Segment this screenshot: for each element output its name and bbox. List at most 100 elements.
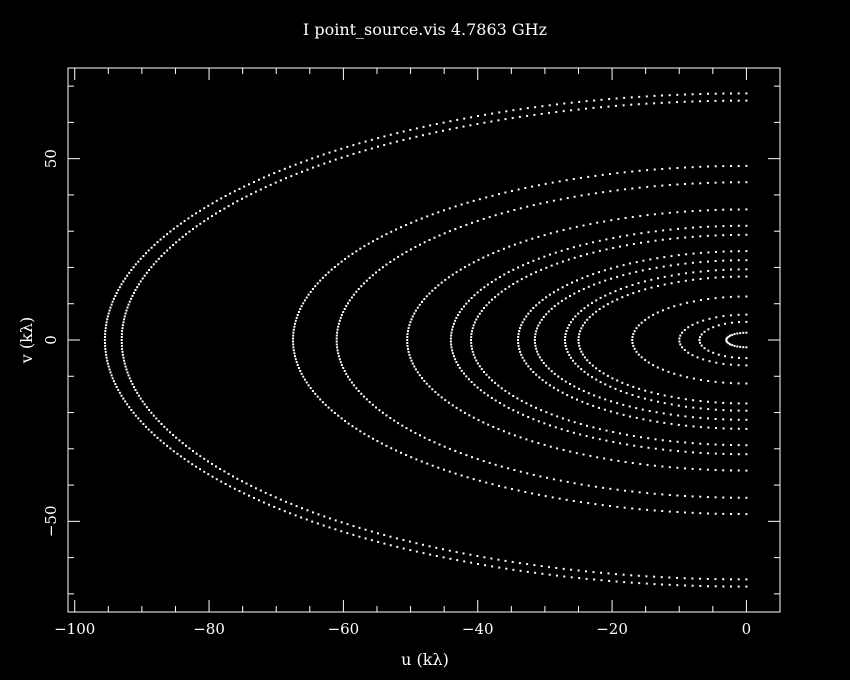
uv-point-series-2 [303,299,306,302]
uv-point-series-7 [519,327,522,330]
uv-point-series-7 [532,371,535,373]
uv-point-series-1 [134,389,137,391]
uv-point-series-2 [504,191,507,194]
uv-point-series-6 [478,365,481,368]
uv-point-series-10 [644,389,647,392]
uv-point-series-4 [431,289,434,292]
uv-point-series-2 [367,242,370,245]
uv-point-series-0 [311,157,314,160]
uv-point-series-4 [513,434,516,437]
uv-point-series-3 [745,496,748,499]
uv-point-series-0 [305,159,308,162]
uv-point-series-3 [335,340,338,343]
uv-point-series-0 [691,93,694,96]
uv-point-series-3 [368,276,371,279]
uv-point-series-9 [564,345,567,347]
uv-point-series-10 [699,400,702,402]
uv-point-series-0 [238,187,241,190]
uv-point-series-0 [526,107,529,110]
uv-point-series-0 [220,197,223,200]
uv-point-series-1 [120,342,123,344]
uv-point-series-2 [294,319,297,322]
uv-point-series-2 [623,171,626,174]
uv-point-series-2 [295,361,298,364]
uv-point-series-11 [707,298,710,300]
uv-point-series-5 [566,430,569,432]
uv-point-series-12 [691,323,694,326]
uv-point-series-1 [511,117,514,119]
uv-point-series-1 [126,371,129,374]
uv-point-series-2 [319,279,322,282]
uv-point-series-5 [598,239,601,242]
uv-point-series-9 [614,387,617,390]
uv-point-series-5 [451,352,454,355]
uv-point-series-2 [466,476,469,479]
uv-point-series-0 [233,487,236,490]
uv-point-series-3 [500,212,503,215]
uv-point-series-2 [347,422,350,425]
uv-point-series-2 [327,271,330,274]
uv-point-series-3 [631,490,634,493]
uv-point-series-0 [145,425,147,428]
uv-point-series-7 [532,307,535,309]
uv-point-series-2 [292,337,294,340]
uv-point-series-3 [433,441,436,444]
uv-point-series-12 [729,314,732,317]
uv-point-series-5 [745,453,748,456]
uv-point-series-10 [583,356,586,359]
uv-point-series-12 [681,331,684,334]
uv-point-series-6 [512,283,515,285]
uv-point-series-6 [579,255,582,257]
uv-point-series-8 [669,264,672,267]
uv-point-series-6 [706,443,709,446]
uv-point-series-2 [579,501,582,504]
uv-point-series-1 [269,183,272,186]
uv-point-series-4 [406,344,409,347]
uv-point-series-0 [134,414,137,417]
uv-point-series-8 [537,324,540,327]
uv-point-series-1 [120,344,123,347]
uv-point-series-4 [575,225,578,228]
uv-point-series-1 [462,125,465,128]
uv-point-series-2 [668,167,671,170]
uv-point-series-7 [603,269,606,272]
uv-point-series-2 [293,325,296,328]
uv-point-series-11 [686,301,689,304]
uv-point-series-6 [525,402,528,405]
uv-point-series-4 [487,423,490,426]
uv-point-series-2 [319,398,322,401]
uv-point-series-1 [211,462,213,465]
uv-point-series-4 [706,209,709,212]
uv-point-series-4 [482,421,485,424]
uv-point-series-3 [668,494,671,496]
uv-point-series-5 [451,328,454,331]
uv-point-series-2 [623,506,626,509]
uv-point-series-0 [128,406,131,409]
uv-point-series-2 [302,375,305,378]
uv-point-series-0 [714,92,717,95]
uv-point-series-6 [730,234,732,236]
uv-point-series-1 [668,101,671,104]
uv-point-series-10 [577,339,580,341]
uv-point-series-8 [538,321,541,324]
uv-point-series-2 [437,211,440,214]
uv-point-series-8 [662,265,665,268]
uv-point-series-6 [654,239,657,242]
uv-point-series-1 [415,542,418,545]
uv-point-series-5 [549,424,551,427]
uv-point-series-1 [476,123,479,125]
uv-point-series-7 [518,347,521,350]
uv-point-series-0 [110,374,113,377]
uv-point-series-4 [603,457,606,460]
uv-point-series-4 [413,365,416,368]
uv-point-series-6 [500,387,503,390]
uv-point-series-2 [347,255,350,258]
uv-point-series-2 [324,403,327,406]
uv-point-series-9 [699,270,702,273]
uv-point-series-3 [347,375,349,378]
uv-point-series-4 [610,219,613,222]
uv-point-series-1 [555,567,558,569]
uv-point-series-2 [372,240,374,243]
uv-point-series-2 [565,179,568,182]
uv-point-series-5 [498,402,501,404]
